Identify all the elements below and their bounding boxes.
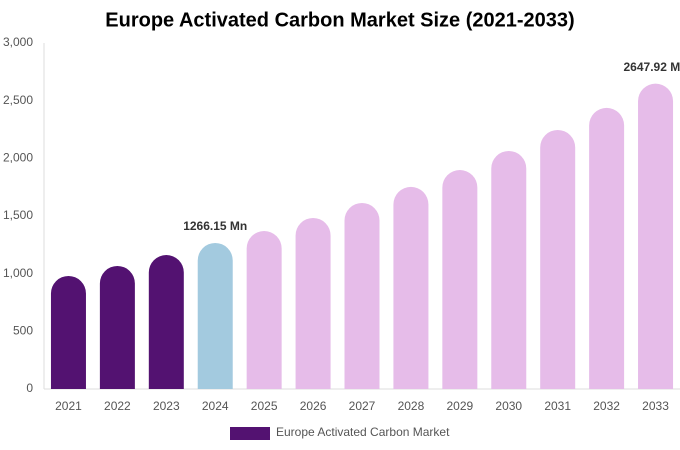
x-tick-label: 2022	[104, 399, 131, 413]
value-label: 2647.92 Mn	[624, 60, 680, 74]
y-tick-label: 0	[26, 381, 33, 395]
x-tick-label: 2023	[153, 399, 180, 413]
y-tick-label: 1,500	[3, 208, 33, 222]
y-tick-label: 500	[13, 324, 33, 338]
value-label: 1266.15 Mn	[183, 219, 247, 233]
bar	[491, 150, 527, 389]
y-tick-label: 2,000	[3, 151, 33, 165]
bar	[246, 230, 282, 389]
x-tick-label: 2033	[642, 399, 669, 413]
bar	[589, 107, 625, 389]
y-tick-label: 2,500	[3, 93, 33, 107]
bar	[148, 254, 184, 389]
x-tick-label: 2029	[446, 399, 473, 413]
bar	[638, 83, 674, 389]
bar	[442, 169, 478, 389]
bar	[295, 217, 331, 389]
x-tick-label: 2025	[251, 399, 278, 413]
chart-title: Europe Activated Carbon Market Size (202…	[105, 9, 574, 31]
legend-swatch	[230, 427, 270, 440]
x-tick-label: 2021	[55, 399, 82, 413]
y-tick-label: 1,000	[3, 266, 33, 280]
bar	[99, 265, 135, 389]
bar	[50, 275, 86, 389]
x-tick-label: 2032	[593, 399, 620, 413]
legend-label: Europe Activated Carbon Market	[276, 425, 450, 439]
x-tick-label: 2030	[495, 399, 522, 413]
x-tick-label: 2027	[349, 399, 376, 413]
x-tick-label: 2024	[202, 399, 229, 413]
x-tick-label: 2026	[300, 399, 327, 413]
bar	[393, 186, 429, 389]
y-tick-label: 3,000	[3, 35, 33, 49]
bar	[344, 202, 380, 389]
x-tick-label: 2031	[544, 399, 571, 413]
bar	[197, 242, 233, 389]
x-tick-label: 2028	[398, 399, 425, 413]
bar	[540, 129, 576, 389]
